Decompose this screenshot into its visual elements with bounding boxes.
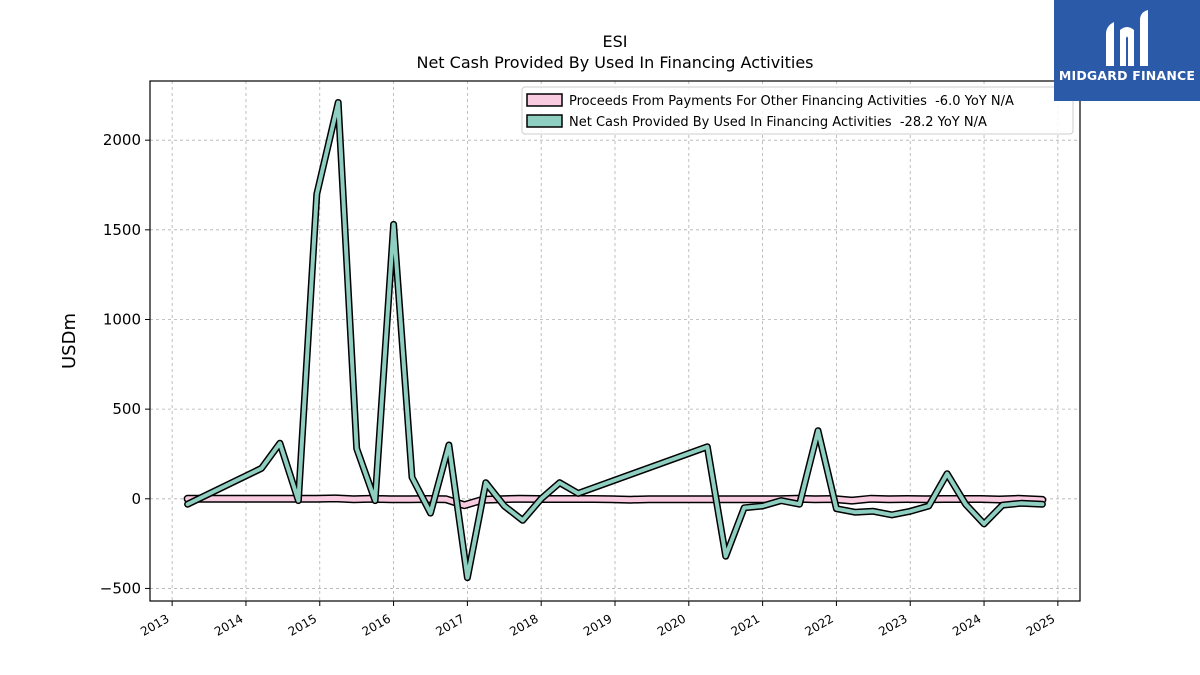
axes: 2013 2014 2015 2016 2017 2018 2019 2020 2021 2022… — [100, 131, 1059, 639]
y-tick-label: 0 — [131, 490, 141, 508]
x-tick-label: 2020 — [655, 611, 688, 638]
x-tick-label: 2017 — [433, 611, 466, 638]
logo-text: MIDGARD FINANCE — [1058, 68, 1196, 83]
x-tick-label: 2024 — [950, 611, 983, 638]
x-tick-label: 2025 — [1024, 611, 1057, 638]
y-tick-label: 500 — [112, 400, 141, 418]
legend-frame — [521, 86, 1074, 135]
legend-label-proceeds: Proceeds From Payments For Other Financi… — [569, 94, 1014, 109]
x-tick-label: 2023 — [876, 611, 909, 638]
grid — [150, 81, 1080, 601]
y-tick-label: 2000 — [103, 131, 141, 149]
x-tick-label: 2022 — [802, 611, 835, 638]
x-tick-label: 2018 — [507, 611, 540, 638]
x-tick-label: 2021 — [729, 611, 762, 638]
x-tick-label: 2019 — [581, 611, 614, 638]
series-layer — [183, 99, 1047, 582]
chart-title: ESI — [603, 32, 628, 51]
series-stroke — [185, 100, 1045, 580]
chart-subtitle: Net Cash Provided By Used In Financing A… — [416, 53, 813, 72]
x-tick-label: 2014 — [212, 611, 245, 638]
proceeds-series-line — [183, 494, 1047, 510]
x-tick-label: 2015 — [286, 611, 319, 638]
series-stroke — [185, 495, 1045, 508]
x-tick-label: 2013 — [138, 611, 171, 638]
y-tick-label: 1500 — [103, 221, 141, 239]
legend-swatch-proceeds — [526, 93, 563, 107]
legend: Proceeds From Payments For Other Financi… — [521, 86, 1074, 135]
brand-logo — [1054, 0, 1200, 101]
net-cash-series-line — [184, 99, 1046, 582]
legend-swatch-net-cash — [526, 114, 563, 128]
y-tick-label: 1000 — [103, 310, 141, 328]
logo-mark-icon — [1106, 10, 1148, 66]
y-tick-label: −500 — [100, 579, 141, 597]
x-tick-label: 2016 — [360, 611, 393, 638]
legend-label-net-cash: Net Cash Provided By Used In Financing A… — [569, 115, 987, 130]
y-axis-label: USDm — [59, 313, 80, 369]
